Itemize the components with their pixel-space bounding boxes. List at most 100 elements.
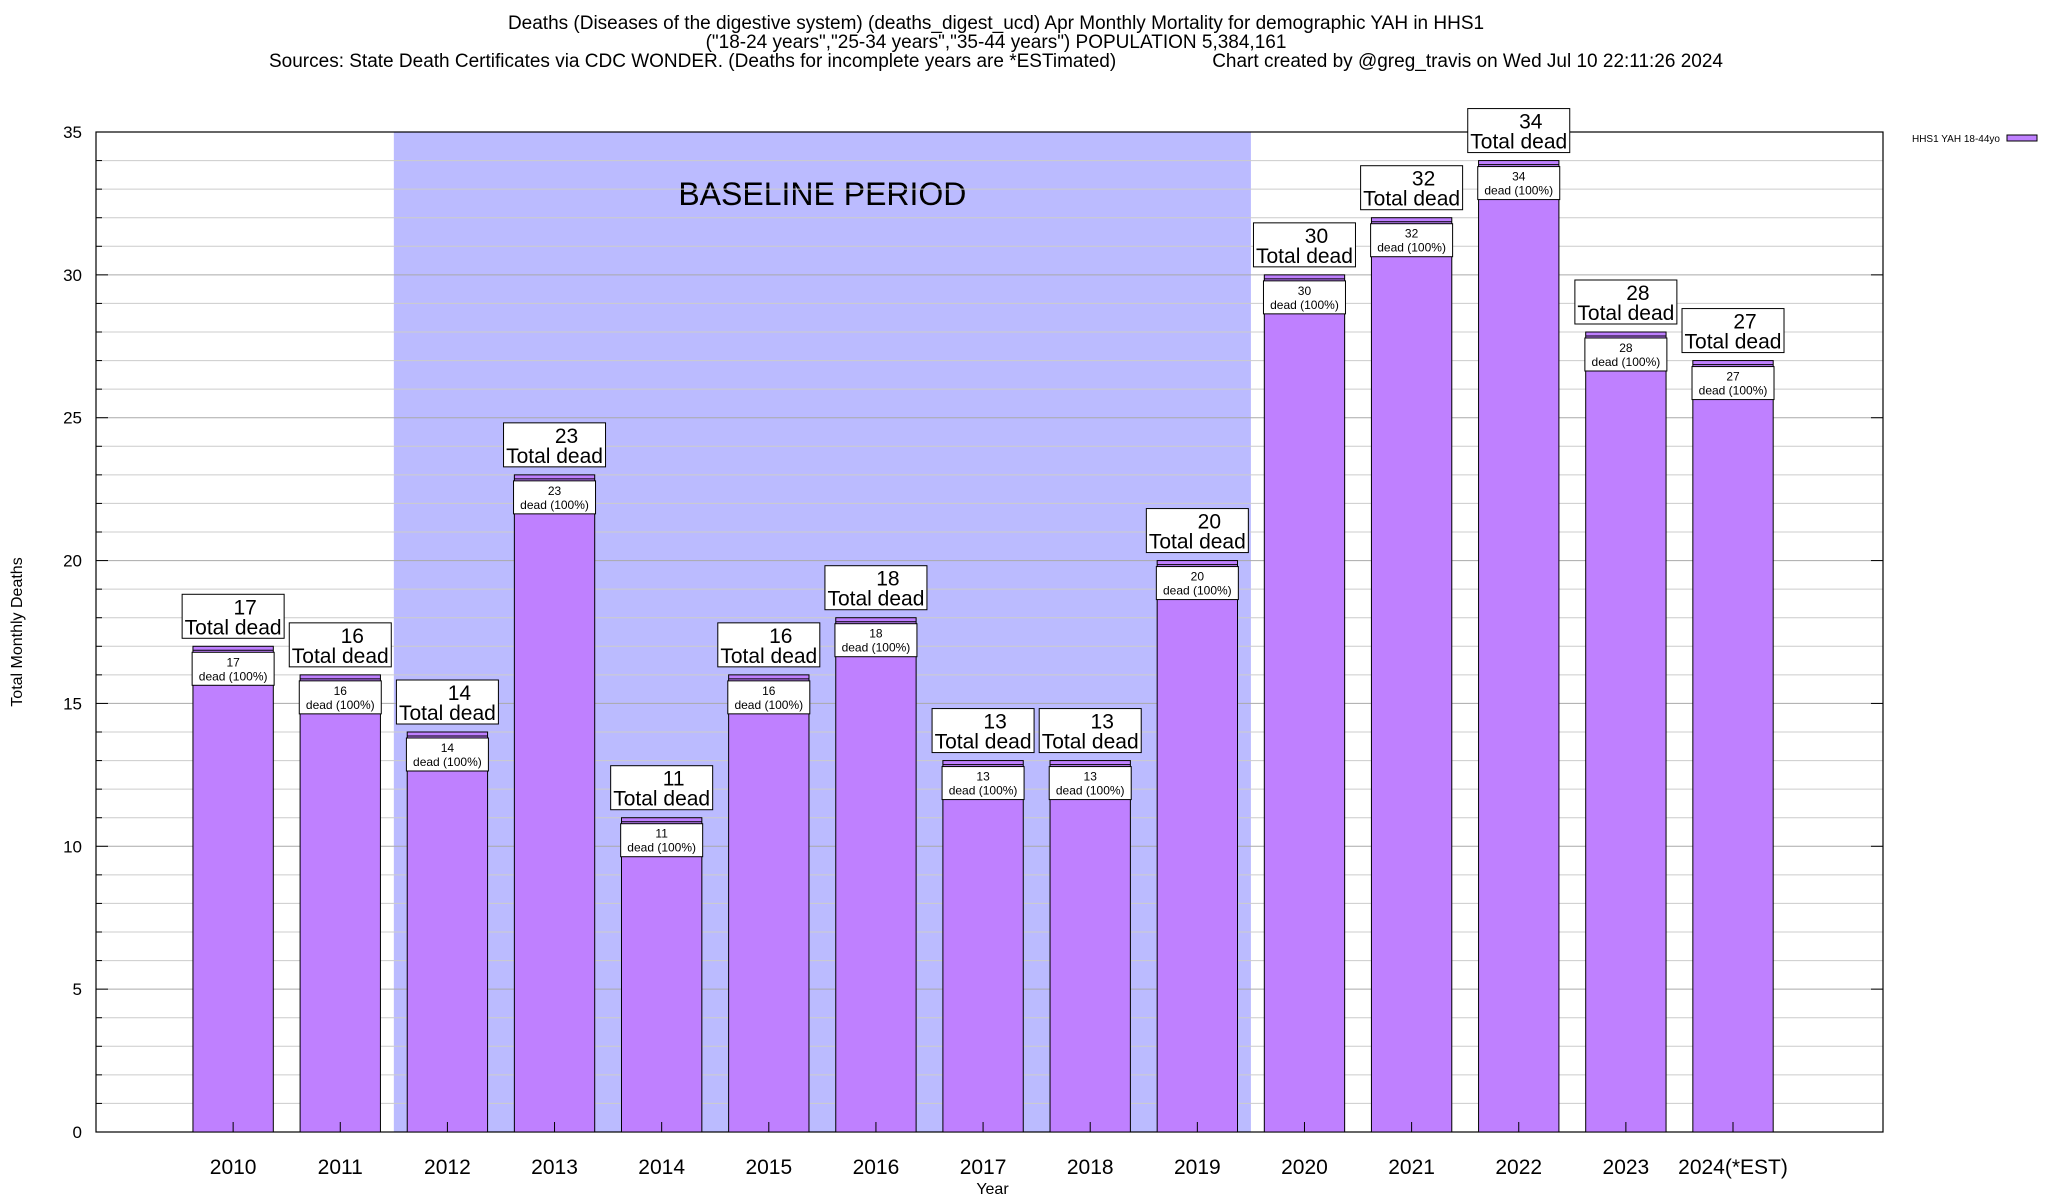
total-label-text: Total dead bbox=[720, 645, 817, 668]
sources-note: Sources: State Death Certificates via CD… bbox=[269, 51, 1117, 72]
inner-label-box bbox=[941, 766, 1025, 801]
inner-label-text: dead (100%) bbox=[1592, 355, 1661, 369]
total-label-box bbox=[1145, 508, 1249, 554]
inner-label-value: 27 bbox=[1726, 370, 1740, 384]
bar bbox=[1692, 360, 1774, 1133]
inner-label-box bbox=[1477, 166, 1561, 201]
y-axis-label: Total Monthly Deaths bbox=[9, 557, 26, 706]
total-label-text: Total dead bbox=[613, 788, 710, 811]
total-label-box bbox=[503, 422, 607, 468]
inner-label-value: 28 bbox=[1619, 341, 1633, 355]
x-tick-label: 2015 bbox=[745, 1156, 792, 1179]
y-tick-label: 10 bbox=[63, 837, 82, 856]
inner-label-text: dead (100%) bbox=[627, 841, 696, 855]
total-label-text: Total dead bbox=[292, 645, 389, 668]
inner-label-box bbox=[1370, 223, 1454, 258]
total-label-value: 20 bbox=[1198, 511, 1221, 534]
x-tick-label: 2023 bbox=[1603, 1156, 1650, 1179]
legend-swatch bbox=[2006, 134, 2038, 142]
total-label-value: 14 bbox=[448, 682, 472, 705]
y-tick-label: 5 bbox=[73, 980, 82, 999]
inner-label-text: dead (100%) bbox=[1163, 584, 1232, 598]
bar bbox=[728, 674, 810, 1133]
total-label-value: 32 bbox=[1412, 168, 1435, 191]
total-label-text: Total dead bbox=[1577, 302, 1674, 325]
x-tick-label: 2024(*EST) bbox=[1678, 1156, 1788, 1179]
credit-note: Chart created by @greg_travis on Wed Jul… bbox=[1212, 51, 1723, 72]
total-label-text: Total dead bbox=[506, 445, 603, 468]
x-tick-label: 2022 bbox=[1495, 1156, 1542, 1179]
inner-label-value: 23 bbox=[548, 484, 562, 498]
bar bbox=[1049, 760, 1131, 1133]
total-label-value: 16 bbox=[341, 625, 364, 648]
total-label-box bbox=[824, 565, 928, 611]
total-label-box bbox=[1467, 108, 1571, 154]
inner-label-text: dead (100%) bbox=[1056, 784, 1125, 798]
y-tick-label: 15 bbox=[63, 694, 82, 713]
inner-label-box bbox=[620, 823, 704, 858]
inner-label-value: 34 bbox=[1512, 170, 1526, 184]
total-label-text: Total dead bbox=[399, 702, 496, 725]
total-label-value: 27 bbox=[1733, 311, 1756, 334]
chart-title: Deaths (Diseases of the digestive system… bbox=[0, 14, 1992, 71]
inner-label-box bbox=[834, 623, 918, 658]
bar bbox=[1585, 331, 1667, 1133]
x-tick-label: 2011 bbox=[318, 1156, 363, 1179]
bar bbox=[942, 760, 1024, 1133]
inner-label-value: 20 bbox=[1191, 570, 1205, 584]
bar bbox=[620, 817, 703, 1133]
total-label-value: 13 bbox=[983, 711, 1006, 734]
inner-label-value: 16 bbox=[762, 684, 776, 698]
total-label-value: 30 bbox=[1305, 225, 1328, 248]
total-label-box bbox=[288, 622, 392, 668]
inner-label-value: 18 bbox=[869, 627, 883, 641]
x-tick-label: 2020 bbox=[1281, 1156, 1328, 1179]
title-line-1: Deaths (Diseases of the digestive system… bbox=[507, 13, 1485, 34]
inner-label-text: dead (100%) bbox=[520, 498, 589, 512]
y-tick-label: 25 bbox=[63, 409, 82, 428]
total-label-text: Total dead bbox=[935, 731, 1032, 754]
inner-label-box bbox=[1262, 280, 1346, 315]
inner-label-box bbox=[1048, 766, 1132, 801]
total-label-box bbox=[181, 593, 285, 639]
bar bbox=[1263, 274, 1346, 1133]
y-tick-label: 20 bbox=[63, 552, 82, 571]
inner-label-value: 17 bbox=[226, 655, 240, 669]
total-label-box bbox=[610, 765, 714, 811]
inner-label-box bbox=[1691, 366, 1775, 401]
inner-label-text: dead (100%) bbox=[1270, 298, 1339, 312]
total-label-text: Total dead bbox=[827, 588, 924, 611]
x-axis-label: Year bbox=[976, 1181, 1009, 1198]
bar bbox=[513, 474, 596, 1133]
total-label-text: Total dead bbox=[1363, 188, 1460, 211]
inner-label-text: dead (100%) bbox=[842, 641, 911, 655]
inner-label-text: dead (100%) bbox=[734, 698, 803, 712]
bar bbox=[1370, 217, 1453, 1133]
inner-label-box bbox=[1584, 337, 1668, 372]
title-line-2: ("18-24 years","25-34 years","35-44 year… bbox=[705, 32, 1287, 53]
bar bbox=[1156, 560, 1239, 1133]
x-tick-label: 2018 bbox=[1067, 1156, 1114, 1179]
total-label-text: Total dead bbox=[1149, 531, 1246, 554]
x-tick-label: 2017 bbox=[960, 1156, 1007, 1179]
total-label-text: Total dead bbox=[185, 616, 282, 639]
total-label-box bbox=[1360, 165, 1464, 211]
inner-label-value: 32 bbox=[1405, 227, 1419, 241]
total-label-box bbox=[717, 622, 821, 668]
inner-label-text: dead (100%) bbox=[413, 755, 482, 769]
x-tick-label: 2010 bbox=[210, 1156, 257, 1179]
inner-label-text: dead (100%) bbox=[1699, 384, 1768, 398]
baseline-period-label: BASELINE PERIOD bbox=[678, 176, 966, 212]
inner-label-text: dead (100%) bbox=[1377, 241, 1446, 255]
bar bbox=[835, 617, 917, 1133]
inner-label-value: 16 bbox=[334, 684, 348, 698]
y-tick-label: 30 bbox=[63, 266, 82, 285]
bar bbox=[299, 674, 381, 1133]
x-tick-label: 2021 bbox=[1388, 1156, 1435, 1179]
x-tick-label: 2014 bbox=[638, 1156, 685, 1179]
inner-label-box bbox=[1155, 566, 1239, 601]
total-label-text: Total dead bbox=[1470, 131, 1567, 154]
total-label-value: 34 bbox=[1519, 111, 1543, 134]
total-label-value: 16 bbox=[769, 625, 792, 648]
legend-label: HHS1 YAH 18-44yo bbox=[1912, 134, 2000, 145]
